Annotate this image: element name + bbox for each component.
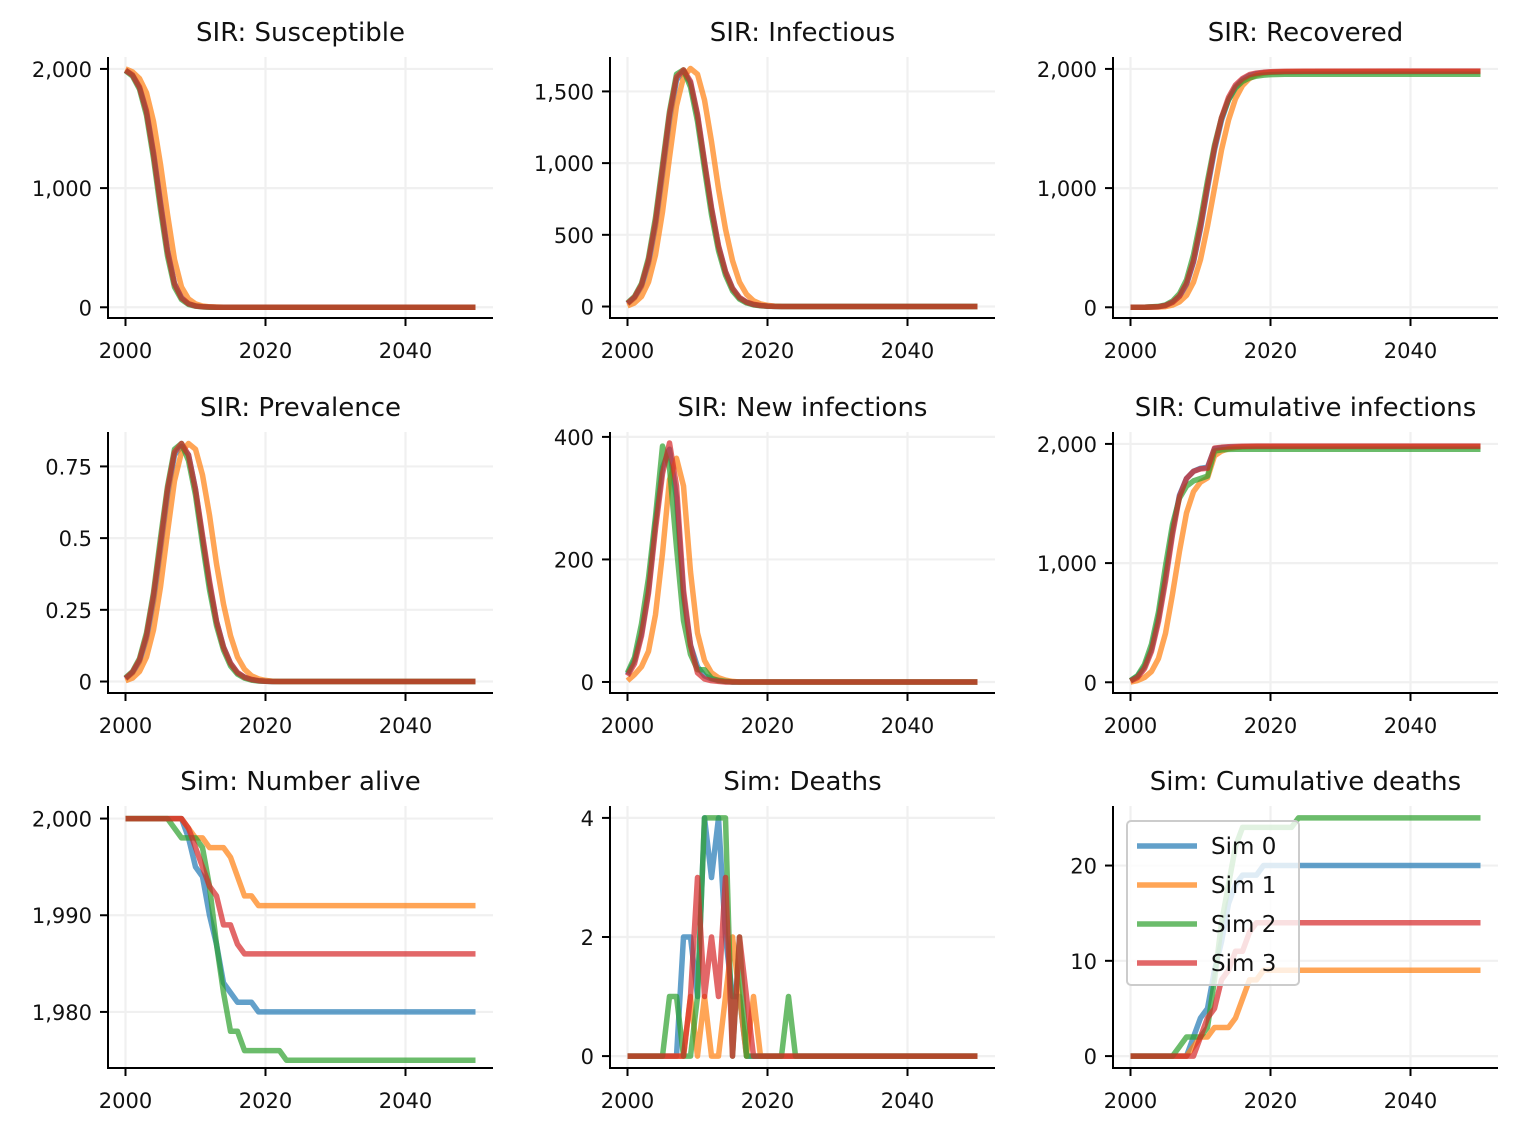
legend-label: Sim 0 (1211, 834, 1276, 860)
series-line-sim-3 (1130, 68, 1481, 311)
x-tick-label: 2000 (601, 714, 654, 738)
legend-label: Sim 1 (1211, 873, 1276, 899)
y-tick-label: 1,000 (32, 177, 92, 201)
subplot-sir-susceptible: 2000 2020 2040 0 1,000 2,000 SIR: Susceptible (32, 18, 493, 363)
y-tick-label: 1,990 (32, 904, 92, 928)
x-tick-label: 2020 (1244, 339, 1297, 363)
subplot-title: SIR: Prevalence (200, 393, 401, 423)
subplot-sim-cumulative-deaths: 2000 2020 2040 0 10 20 Sim: Cumulative deaths S… (1070, 767, 1498, 1113)
x-tick-label: 2040 (1384, 1089, 1437, 1113)
x-tick-label: 2040 (881, 1089, 934, 1113)
y-tick-label: 20 (1070, 855, 1097, 879)
series-line-sim-1 (626, 65, 978, 310)
y-tick-label: 0 (79, 671, 92, 695)
y-tick-label: 400 (554, 426, 594, 450)
series-line-sim-3 (625, 67, 978, 310)
subplot-sim-deaths: 2000 2020 2040 0 2 4 Sim: Deaths (581, 767, 995, 1113)
subplot-title: SIR: Infectious (710, 18, 895, 48)
subplot-title: SIR: Cumulative infections (1135, 393, 1477, 423)
y-tick-label: 1,000 (1037, 552, 1097, 576)
series-line-sim-3 (627, 874, 978, 1059)
series-line-sim-1 (124, 440, 476, 685)
x-tick-label: 2020 (741, 339, 794, 363)
y-tick-label: 0 (1084, 296, 1097, 320)
subplot-title: Sim: Number alive (180, 767, 421, 797)
series-line-sim-3 (625, 440, 978, 685)
subplot-sir-cumulative-infections: 2000 2020 2040 0 1,000 2,000 SIR: Cumulative i… (1037, 393, 1498, 738)
y-tick-label: 2,000 (1037, 433, 1097, 457)
x-tick-label: 2040 (1384, 339, 1437, 363)
x-tick-label: 2000 (601, 1089, 654, 1113)
legend-box (1126, 820, 1300, 986)
subplot-title: SIR: Recovered (1208, 18, 1404, 48)
series-line-sim-3 (1129, 443, 1481, 684)
x-tick-label: 2000 (1104, 339, 1157, 363)
x-tick-label: 2000 (601, 339, 654, 363)
y-tick-label: 10 (1070, 950, 1097, 974)
series-line-sim-0 (1130, 68, 1481, 311)
y-tick-label: 1,000 (1037, 177, 1097, 201)
x-tick-label: 2040 (881, 714, 934, 738)
y-tick-label: 0 (581, 296, 594, 320)
legend: Sim 0 Sim 1 Sim 2 Sim 3 (1126, 820, 1300, 986)
series-line-sim-3 (125, 815, 476, 957)
x-tick-label: 2020 (741, 714, 794, 738)
y-tick-label: 200 (554, 548, 594, 572)
y-tick-label: 2,000 (32, 58, 92, 82)
subplot-sir-prevalence: 2000 2020 2040 0 0.25 0.5 0.75 SIR: Prevalence (45, 393, 493, 738)
y-tick-label: 4 (581, 807, 594, 831)
x-tick-label: 2020 (1244, 714, 1297, 738)
y-tick-label: 0.75 (45, 455, 92, 479)
y-tick-label: 2,000 (1037, 58, 1097, 82)
y-tick-label: 0 (581, 1045, 594, 1069)
x-tick-label: 2040 (1384, 714, 1437, 738)
x-tick-label: 2000 (1104, 1089, 1157, 1113)
subplot-sir-new-infections: 2000 2020 2040 0 200 400 SIR: New infections (554, 393, 995, 738)
y-tick-label: 2,000 (32, 808, 92, 832)
x-tick-label: 2020 (239, 714, 292, 738)
series-line-sim-2 (125, 815, 476, 1064)
x-tick-label: 2000 (1104, 714, 1157, 738)
series-line-sim-0 (123, 443, 476, 685)
series-line-sim-0 (625, 68, 978, 310)
y-tick-label: 0.5 (59, 527, 92, 551)
y-tick-label: 0 (1084, 1045, 1097, 1069)
x-tick-label: 2020 (1244, 1089, 1297, 1113)
subplot-sir-infectious: 2000 2020 2040 0 500 1,000 1,500 SIR: Infectiou… (534, 18, 995, 363)
series-line-sim-2 (1130, 71, 1481, 311)
y-tick-label: 0 (1084, 671, 1097, 695)
x-tick-label: 2000 (99, 1089, 152, 1113)
y-tick-label: 0 (581, 671, 594, 695)
series-line-sim-1 (1130, 68, 1481, 311)
y-tick-label: 500 (554, 224, 594, 248)
subplot-sim-number-alive: 2000 2020 2040 1,980 1,990 2,000 Sim: Number a… (32, 767, 493, 1113)
y-tick-label: 1,980 (32, 1001, 92, 1025)
series-line-sim-2 (123, 440, 476, 685)
series-line-sim-2 (625, 67, 978, 310)
y-tick-label: 2 (581, 926, 594, 950)
subplot-sir-recovered: 2000 2020 2040 0 1,000 2,000 SIR: Recovered (1037, 18, 1498, 363)
x-tick-label: 2040 (881, 339, 934, 363)
x-tick-label: 2000 (99, 714, 152, 738)
y-tick-label: 0.25 (45, 599, 92, 623)
series-line-sim-3 (123, 440, 476, 685)
x-tick-label: 2000 (99, 339, 152, 363)
x-tick-label: 2020 (239, 1089, 292, 1113)
legend-label: Sim 3 (1211, 951, 1276, 977)
subplot-title: Sim: Cumulative deaths (1150, 767, 1461, 797)
y-tick-label: 1,000 (534, 152, 594, 176)
x-tick-label: 2020 (741, 1089, 794, 1113)
x-tick-label: 2040 (379, 1089, 432, 1113)
x-tick-label: 2040 (379, 339, 432, 363)
subplot-title: Sim: Deaths (723, 767, 881, 797)
x-tick-label: 2020 (239, 339, 292, 363)
subplot-title: SIR: Susceptible (196, 18, 405, 48)
subplot-title: SIR: New infections (678, 393, 928, 423)
y-tick-label: 0 (79, 296, 92, 320)
y-tick-label: 1,500 (534, 80, 594, 104)
legend-label: Sim 2 (1211, 912, 1276, 938)
series-line-sim-3 (123, 68, 476, 311)
x-tick-label: 2040 (379, 714, 432, 738)
